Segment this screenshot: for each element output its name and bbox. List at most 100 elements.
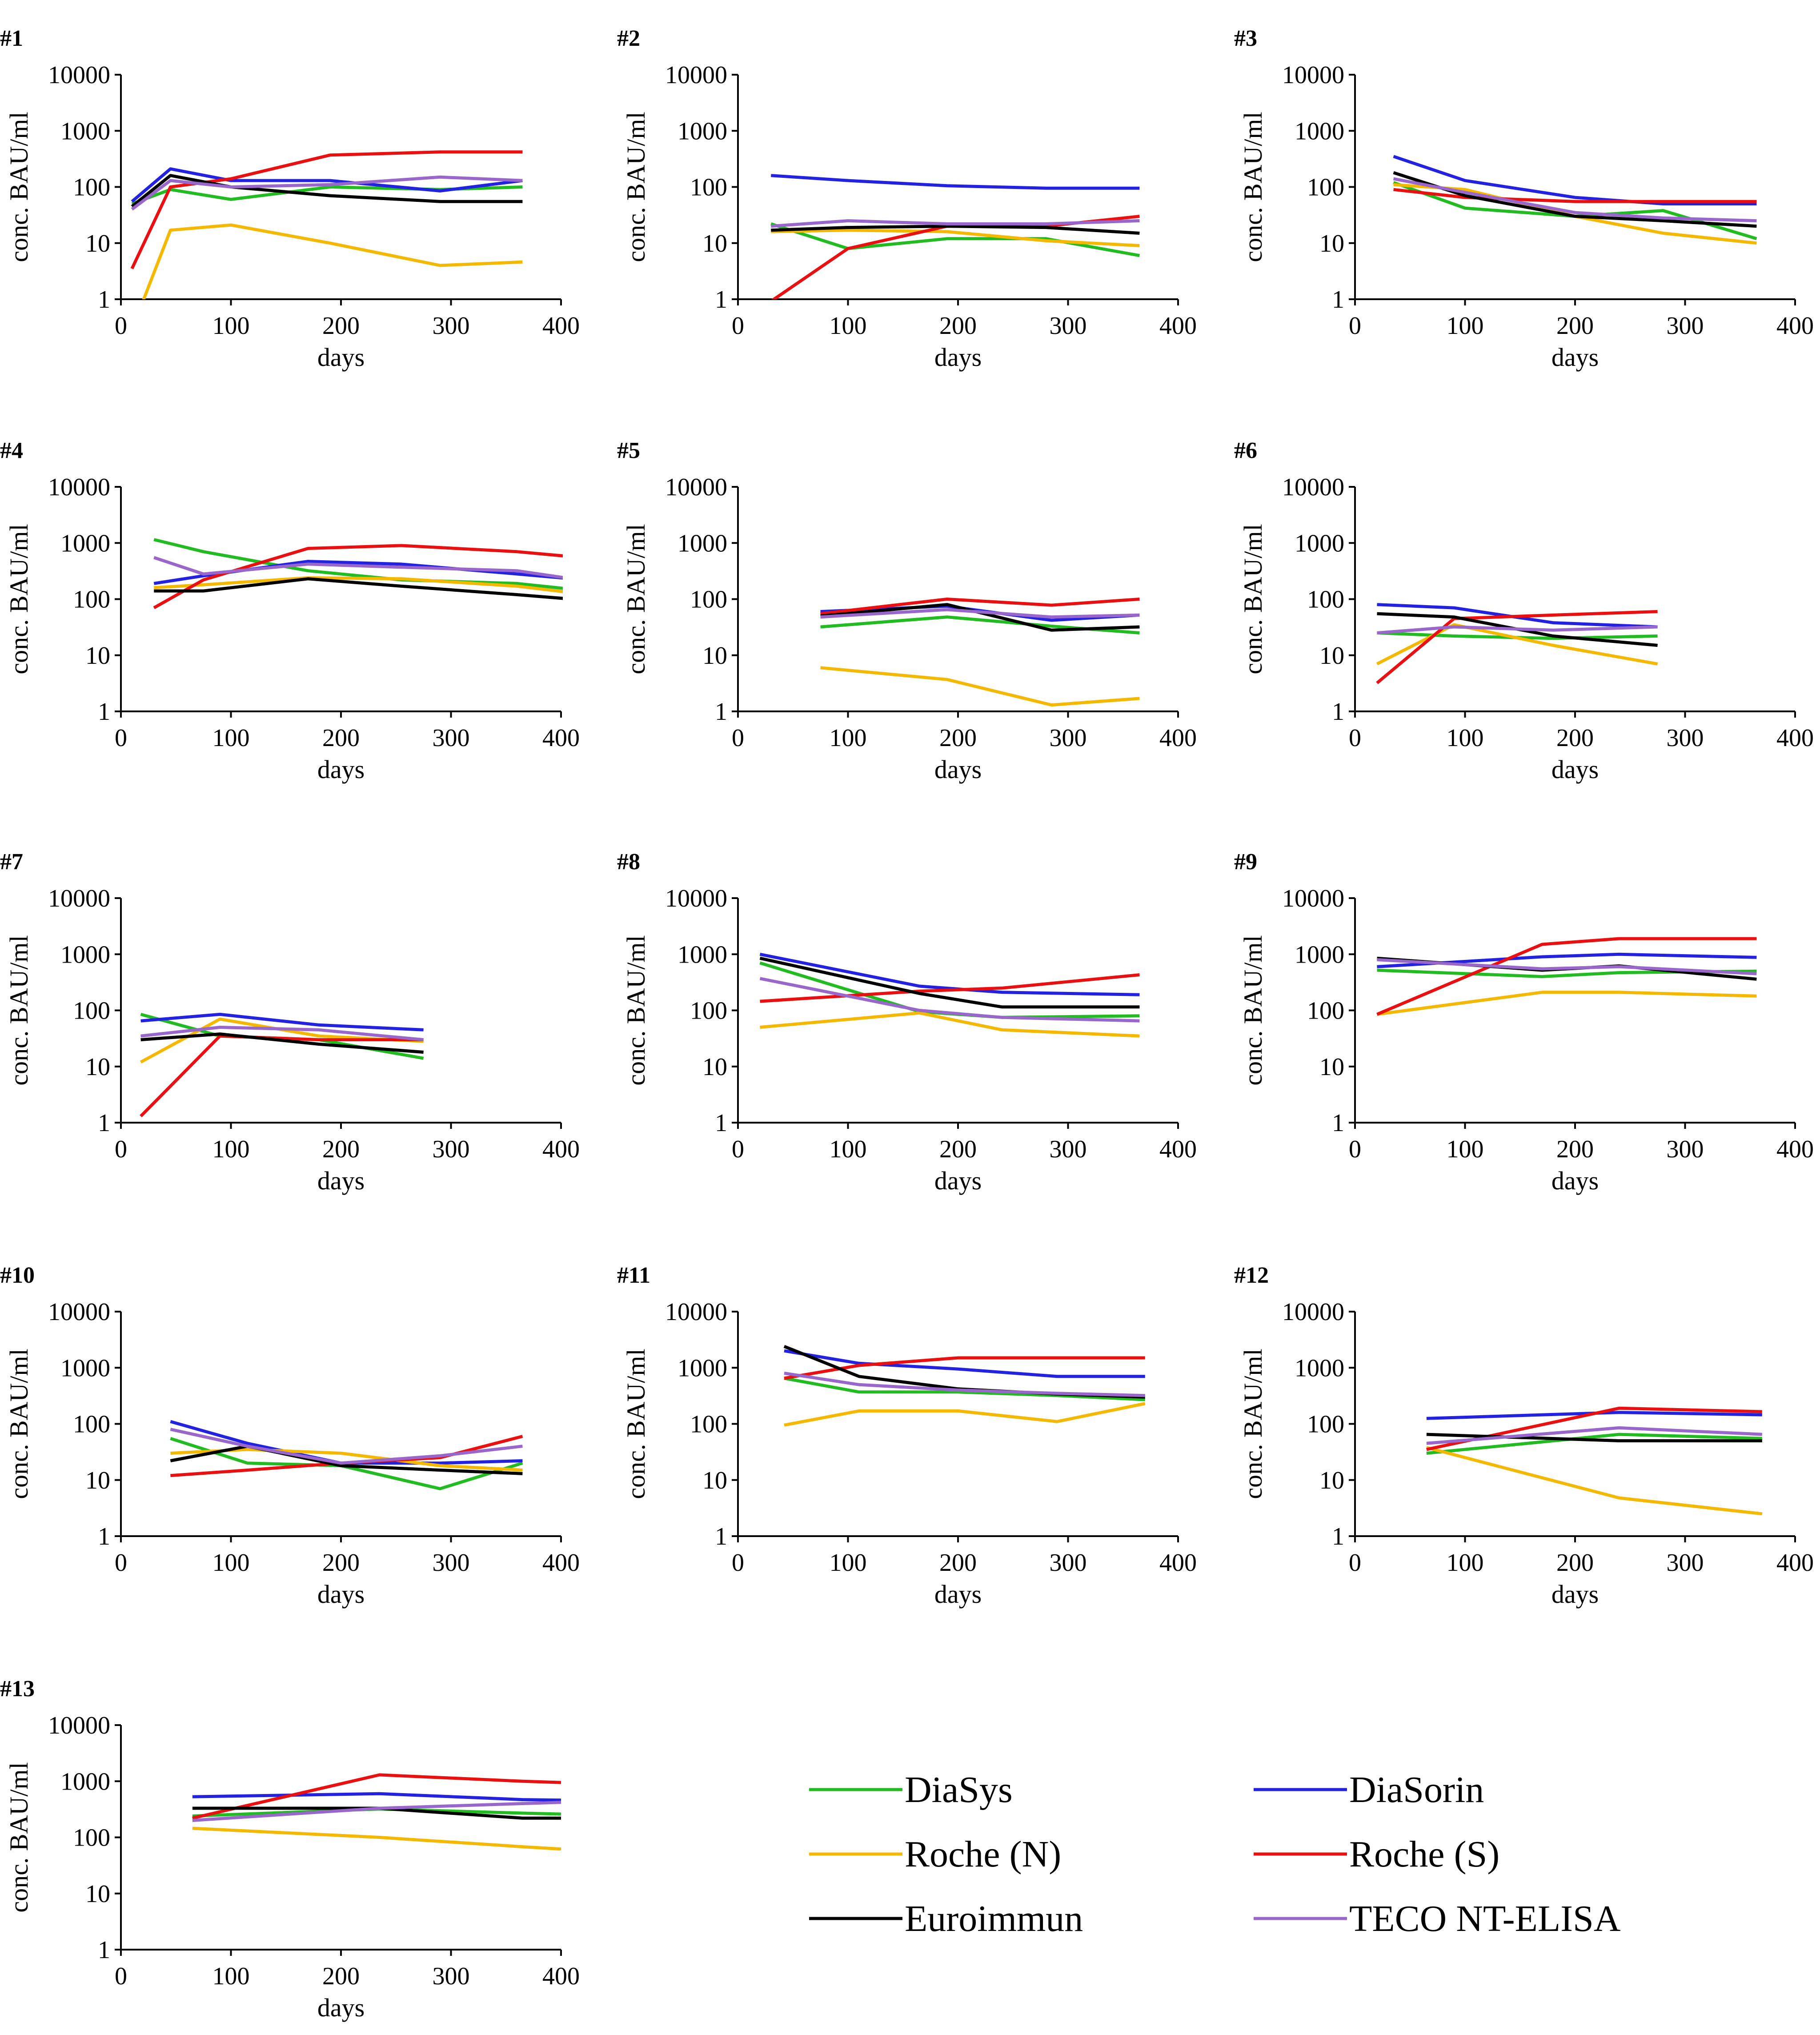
series-line-euroimmun xyxy=(192,1806,561,1820)
legend-label: TECO NT-ELISA xyxy=(1349,1898,1621,1939)
y-tick-label: 100 xyxy=(690,174,727,201)
series-line-teco-nt-elisa xyxy=(820,608,1140,619)
y-tick-label: 1000 xyxy=(677,530,727,557)
series-line-euroimmun xyxy=(170,1445,523,1475)
legend-item-roche-n: Roche (N) xyxy=(809,1834,1061,1875)
legend-label: DiaSys xyxy=(905,1769,1013,1810)
y-tick-label: 10000 xyxy=(48,885,110,912)
x-tick-label: 300 xyxy=(1667,1549,1704,1577)
y-tick-label: 1000 xyxy=(1295,117,1344,145)
y-axis-label: conc. BAU/ml xyxy=(4,1349,33,1499)
x-axis-label: days xyxy=(317,1580,365,1609)
x-axis-label: days xyxy=(1551,343,1599,372)
y-tick-label: 1000 xyxy=(60,1354,110,1382)
y-axis-label: conc. BAU/ml xyxy=(4,935,33,1085)
y-tick-label: 10000 xyxy=(1282,474,1344,501)
series-line-diasorin xyxy=(1393,155,1757,205)
series-line-euroimmun xyxy=(140,1032,424,1054)
y-tick-label: 100 xyxy=(73,174,110,201)
legend: DiaSys DiaSorin Roche (N) Roche (S) Euroimmu… xyxy=(809,1769,1621,1939)
series-line-diasorin xyxy=(192,1792,561,1802)
x-tick-label: 200 xyxy=(1556,312,1594,340)
series-line-roche-s xyxy=(1376,610,1658,684)
series-line-diasys xyxy=(192,1807,561,1818)
x-tick-label: 400 xyxy=(1776,1136,1814,1163)
x-tick-label: 300 xyxy=(1050,312,1087,340)
x-tick-label: 0 xyxy=(1349,312,1361,340)
y-axis-label: conc. BAU/ml xyxy=(1239,935,1267,1085)
series-line-teco-nt-elisa xyxy=(759,977,1140,1023)
series-line-teco-nt-elisa xyxy=(771,219,1140,228)
y-axis-label: conc. BAU/ml xyxy=(4,524,33,674)
x-tick-label: 0 xyxy=(115,1963,127,1990)
series-line-roche-n xyxy=(760,1011,1140,1038)
x-tick-label: 400 xyxy=(542,312,580,340)
y-tick-label: 10000 xyxy=(665,61,727,89)
x-axis-label: days xyxy=(1551,1580,1599,1609)
series-line-roche-s xyxy=(760,973,1140,1003)
panel-title: #7 xyxy=(0,849,23,875)
x-tick-label: 200 xyxy=(1556,724,1594,752)
panel-6: #6 1 10 100 1000 10000 0 100 200 300 400 days conc. … xyxy=(1234,438,1814,784)
y-tick-label: 1 xyxy=(1332,286,1344,313)
panel-10: #10 1 10 100 1000 10000 0 100 200 300 400 days conc.… xyxy=(0,1263,580,1609)
y-tick-label: 100 xyxy=(73,1411,110,1438)
y-tick-label: 10 xyxy=(85,230,110,257)
x-tick-label: 0 xyxy=(115,1136,127,1163)
y-tick-label: 10 xyxy=(702,1053,727,1081)
y-tick-label: 10 xyxy=(702,642,727,670)
x-tick-label: 0 xyxy=(1349,1136,1361,1163)
x-tick-label: 0 xyxy=(732,724,744,752)
y-tick-label: 100 xyxy=(690,997,727,1025)
y-tick-label: 10 xyxy=(702,230,727,257)
x-tick-label: 200 xyxy=(1556,1549,1594,1577)
series-line-roche-s xyxy=(784,1356,1145,1380)
x-tick-label: 300 xyxy=(1667,1136,1704,1163)
panel-2: #2 1 10 100 1000 10000 0 100 200 300 400 days conc. … xyxy=(617,26,1197,372)
x-tick-label: 200 xyxy=(939,1549,977,1577)
y-tick-label: 100 xyxy=(1307,1411,1344,1438)
series-line-teco-nt-elisa xyxy=(784,1372,1145,1397)
y-tick-label: 1000 xyxy=(60,530,110,557)
series-line-roche-n xyxy=(192,1826,561,1851)
x-tick-label: 300 xyxy=(1050,1549,1087,1577)
panel-title: #10 xyxy=(0,1263,35,1288)
y-axis-label: conc. BAU/ml xyxy=(621,524,650,674)
y-axis-label: conc. BAU/ml xyxy=(621,935,650,1085)
series-line-roche-n xyxy=(1377,991,1757,1016)
series-line-euroimmun xyxy=(771,225,1140,235)
panel-title: #3 xyxy=(1234,26,1257,51)
x-tick-label: 300 xyxy=(433,1549,470,1577)
x-tick-label: 300 xyxy=(433,1963,470,1990)
series-line-diasys xyxy=(770,222,1140,257)
y-tick-label: 1 xyxy=(1332,1523,1344,1550)
panel-7: #7 1 10 100 1000 10000 0 100 200 300 400 days conc. … xyxy=(0,849,580,1195)
panel-title: #9 xyxy=(1234,849,1257,875)
y-tick-label: 1 xyxy=(98,698,110,726)
legend-item-diasorin: DiaSorin xyxy=(1254,1769,1484,1810)
y-tick-label: 1000 xyxy=(677,1354,727,1382)
panel-4: #4 1 10 100 1000 10000 0 100 200 300 400 days conc. … xyxy=(0,438,580,784)
x-tick-label: 400 xyxy=(1159,312,1197,340)
series-line-euroimmun xyxy=(820,603,1140,632)
y-tick-label: 1000 xyxy=(60,941,110,968)
series-line-teco-nt-elisa xyxy=(170,1428,523,1465)
x-axis-label: days xyxy=(317,343,365,372)
x-tick-label: 100 xyxy=(212,724,250,752)
x-axis-label: days xyxy=(934,343,982,372)
y-tick-label: 100 xyxy=(1307,997,1344,1025)
y-tick-label: 10000 xyxy=(1282,61,1344,89)
y-tick-label: 10000 xyxy=(665,885,727,912)
y-tick-label: 10 xyxy=(702,1467,727,1494)
x-tick-label: 100 xyxy=(1447,724,1484,752)
panel-3: #3 1 10 100 1000 10000 0 100 200 300 400 days conc. … xyxy=(1234,26,1814,372)
legend-item-euroimmun: Euroimmun xyxy=(809,1898,1083,1939)
y-tick-label: 10 xyxy=(1319,1467,1344,1494)
y-tick-label: 100 xyxy=(73,586,110,614)
x-tick-label: 400 xyxy=(1159,1136,1197,1163)
x-axis-label: days xyxy=(934,1166,982,1195)
y-tick-label: 100 xyxy=(1307,174,1344,201)
series-line-roche-s xyxy=(130,150,523,269)
x-tick-label: 300 xyxy=(433,312,470,340)
x-tick-label: 0 xyxy=(115,1549,127,1577)
